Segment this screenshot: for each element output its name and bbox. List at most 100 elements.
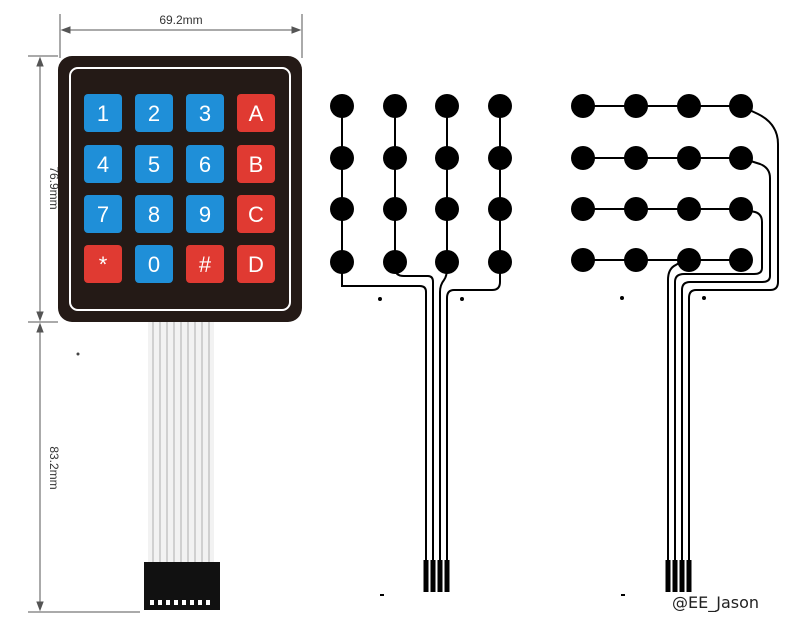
- key-label: 6: [199, 152, 211, 177]
- key-face: [186, 145, 224, 183]
- key-label: 3: [199, 101, 211, 126]
- contact-dot: [330, 146, 354, 170]
- key-face: [135, 94, 173, 132]
- alignment-mark: [621, 594, 625, 596]
- contact-dot: [488, 197, 512, 221]
- contact-dot: [677, 146, 701, 170]
- contact-dot: [488, 250, 512, 274]
- key-face: [186, 245, 224, 283]
- key-face: [84, 195, 122, 233]
- key-4[interactable]: 4: [84, 145, 122, 183]
- contact-dot: [435, 250, 459, 274]
- column-trace-layout: [330, 94, 512, 596]
- contact-dot: [677, 94, 701, 118]
- alignment-mark: [380, 594, 384, 596]
- alignment-dot: [620, 296, 624, 300]
- key-label: 7: [97, 202, 109, 227]
- key-label: 8: [148, 202, 160, 227]
- key-label: D: [248, 252, 264, 277]
- contact-dot: [571, 94, 595, 118]
- contact-dot: [488, 146, 512, 170]
- contact-dot: [677, 197, 701, 221]
- key-label: *: [99, 252, 108, 277]
- key-face: [237, 195, 275, 233]
- key-face: [84, 94, 122, 132]
- key-face: [135, 195, 173, 233]
- key-6[interactable]: 6: [186, 145, 224, 183]
- contact-dot: [729, 146, 753, 170]
- contact-dot: [383, 94, 407, 118]
- key-A[interactable]: A: [237, 94, 275, 132]
- key-8[interactable]: 8: [135, 195, 173, 233]
- contact-dot: [624, 146, 648, 170]
- key-D[interactable]: D: [237, 245, 275, 283]
- keypad-height-dimension: [28, 55, 58, 323]
- contact-dot: [571, 248, 595, 272]
- contact-dot: [435, 146, 459, 170]
- key-3[interactable]: 3: [186, 94, 224, 132]
- contact-dot: [571, 146, 595, 170]
- key-#[interactable]: #: [186, 245, 224, 283]
- ribbon-connector: [144, 562, 220, 610]
- contact-dot: [624, 94, 648, 118]
- key-C[interactable]: C: [237, 195, 275, 233]
- key-face: [237, 94, 275, 132]
- contact-dot: [383, 250, 407, 274]
- column-traces: [341, 106, 501, 590]
- key-0[interactable]: 0: [135, 245, 173, 283]
- contact-dot: [383, 146, 407, 170]
- contact-dot: [571, 197, 595, 221]
- cable-length-label: 83.2mm: [47, 446, 61, 489]
- key-label: #: [199, 252, 212, 277]
- contact-dot: [488, 94, 512, 118]
- key-face: [237, 145, 275, 183]
- width-label: 69.2mm: [159, 13, 202, 27]
- cable-length-dimension: [28, 322, 140, 613]
- contact-dot: [677, 248, 701, 272]
- key-2[interactable]: 2: [135, 94, 173, 132]
- watermark: @EE_Jason: [672, 593, 759, 613]
- contact-dot: [435, 94, 459, 118]
- key-label: 9: [199, 202, 211, 227]
- key-1[interactable]: 1: [84, 94, 122, 132]
- ribbon-cable: [148, 322, 214, 564]
- alignment-dot: [702, 296, 706, 300]
- row-traces: [583, 105, 779, 590]
- alignment-dot: [378, 297, 382, 301]
- key-face: [135, 145, 173, 183]
- keypad-inner-border: [69, 67, 291, 311]
- row-pad-tails: [665, 560, 692, 592]
- key-face: [84, 145, 122, 183]
- reference-dot: [76, 352, 80, 356]
- key-face: [237, 245, 275, 283]
- column-pad-tails: [423, 560, 450, 592]
- key-face: [84, 245, 122, 283]
- width-dimension: [59, 14, 303, 58]
- column-contact-dots: [330, 94, 512, 274]
- key-label: 1: [97, 101, 109, 126]
- row-trace-layout: [571, 94, 779, 596]
- contact-dot: [330, 197, 354, 221]
- row-contact-dots: [571, 94, 753, 272]
- key-label: 4: [97, 152, 109, 177]
- contact-dot: [729, 248, 753, 272]
- key-label: B: [249, 152, 264, 177]
- key-label: C: [248, 202, 264, 227]
- keypad-height-label: 76.9mm: [47, 166, 61, 209]
- contact-dot: [435, 197, 459, 221]
- key-*[interactable]: *: [84, 245, 122, 283]
- key-5[interactable]: 5: [135, 145, 173, 183]
- key-9[interactable]: 9: [186, 195, 224, 233]
- contact-dot: [330, 94, 354, 118]
- contact-dot: [729, 94, 753, 118]
- contact-dot: [383, 197, 407, 221]
- key-label: A: [249, 101, 264, 126]
- key-B[interactable]: B: [237, 145, 275, 183]
- alignment-dot: [460, 297, 464, 301]
- key-face: [135, 245, 173, 283]
- contact-dot: [729, 197, 753, 221]
- key-label: 5: [148, 152, 160, 177]
- key-7[interactable]: 7: [84, 195, 122, 233]
- keypad-key-grid: 1 2 3 A 4 5 6 B 7 8 9 C * 0 # D: [84, 94, 275, 283]
- key-face: [186, 195, 224, 233]
